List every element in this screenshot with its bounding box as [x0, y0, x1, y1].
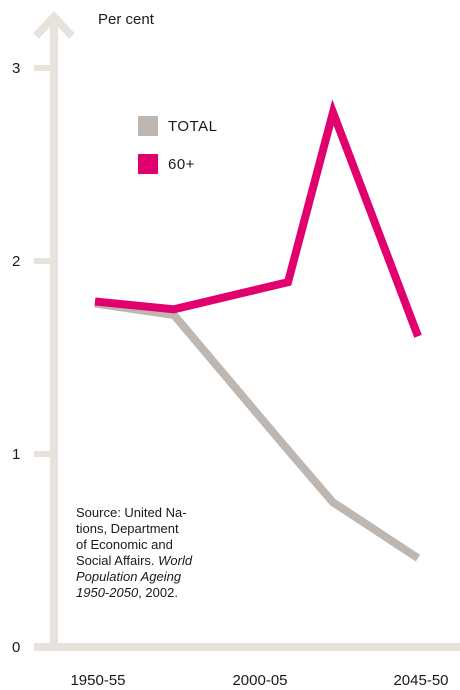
source-line: 1950-2050, 2002. — [76, 585, 178, 600]
source-title: World — [158, 553, 193, 568]
source-line: Population Ageing — [76, 569, 226, 585]
source-title: Population Ageing — [76, 569, 182, 584]
chart-series — [94, 99, 422, 562]
source-line: tions, Department — [76, 521, 179, 536]
chart-labels: 0 1 2 3 Per cent 1950-55 2000-05 2045-50 — [12, 11, 449, 689]
y-tick-label: 3 — [12, 60, 20, 77]
x-tick-label: 1950-55 — [70, 672, 125, 689]
y-axis-arrow — [33, 11, 75, 39]
legend-swatch-total — [138, 116, 158, 136]
legend: TOTAL 60+ — [138, 116, 217, 192]
series-line-60plus — [94, 99, 422, 338]
source-note: Source: United Na- tions, Department of … — [76, 505, 226, 601]
unit-label: Per cent — [98, 11, 155, 28]
x-tick-label: 2045-50 — [393, 672, 448, 689]
chart-axes — [33, 11, 460, 651]
y-tick-label: 0 — [12, 639, 20, 656]
y-tick-label: 2 — [12, 253, 20, 270]
legend-swatch-60plus — [138, 154, 158, 174]
legend-label-total: TOTAL — [168, 117, 218, 135]
source-line: of Economic and — [76, 537, 173, 552]
source-line: Social Affairs. World — [76, 553, 193, 568]
series-line-total — [94, 299, 421, 562]
source-title: 1950-2050 — [76, 585, 139, 600]
y-tick-label: 1 — [12, 446, 20, 463]
x-tick-label: 2000-05 — [232, 672, 287, 689]
legend-label-60plus: 60+ — [168, 155, 195, 173]
source-line: Source: United Na- — [76, 505, 187, 520]
legend-item-total: TOTAL — [138, 116, 217, 136]
legend-item-60plus: 60+ — [138, 154, 217, 174]
